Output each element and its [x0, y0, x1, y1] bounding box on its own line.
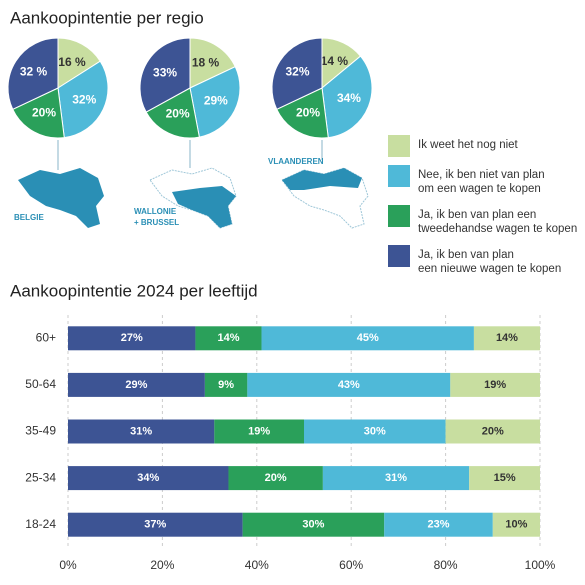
- slice-label: 32%: [285, 65, 309, 79]
- chart-title: Aankoopintentie per regio: [10, 8, 204, 27]
- slice-label: 34%: [337, 91, 361, 105]
- region-label: VLAANDEREN: [268, 157, 324, 166]
- bar-label: 43%: [338, 379, 360, 391]
- bar-label: 34%: [137, 472, 159, 484]
- slice-label: 33%: [153, 65, 177, 79]
- y-tick-label: 25-34: [25, 470, 56, 484]
- bar-label: 30%: [302, 519, 324, 531]
- bar-segment: [469, 466, 540, 491]
- legend-swatch: [388, 165, 410, 187]
- pie-slice: [145, 87, 200, 139]
- pie-slice: [7, 37, 59, 110]
- pie-slice: [189, 66, 241, 138]
- chart-title: Aankoopintentie 2024 per leeftijd: [10, 281, 258, 300]
- slice-label: 14 %: [321, 54, 349, 68]
- region-label: BELGIE: [14, 213, 44, 222]
- bar-label: 30%: [364, 425, 386, 437]
- bar-segment: [68, 419, 215, 444]
- pie-slice: [321, 55, 373, 139]
- x-tick-label: 80%: [434, 558, 458, 572]
- bar-label: 31%: [385, 472, 407, 484]
- bar-label: 31%: [130, 425, 152, 437]
- map-flanders: [282, 168, 362, 190]
- legend-label: Ja, ik ben van plan een nieuwe wagen te …: [418, 249, 562, 275]
- bar-label: 27%: [121, 332, 143, 344]
- slice-label: 29%: [204, 93, 228, 107]
- bar-segment: [473, 326, 540, 351]
- x-tick-label: 40%: [245, 558, 269, 572]
- bar-label: 19%: [248, 425, 270, 437]
- pie-slice: [57, 60, 109, 139]
- bar-segment: [445, 419, 540, 444]
- bar-label: 29%: [125, 379, 147, 391]
- bar-segment: [322, 466, 470, 491]
- x-tick-label: 20%: [150, 558, 174, 572]
- pie-slice: [12, 87, 65, 139]
- x-tick-label: 0%: [59, 558, 77, 572]
- bar-label: 14%: [217, 332, 239, 344]
- bar-segment: [450, 372, 540, 397]
- pie-slice: [271, 37, 323, 110]
- pie-slice: [139, 37, 191, 113]
- bar-segment: [68, 466, 229, 491]
- legend-label: Nee, ik ben niet van plan om een wagen t…: [418, 169, 545, 195]
- pie-slice: [189, 37, 236, 89]
- bar-segment: [492, 512, 540, 537]
- slice-label: 20%: [166, 106, 190, 120]
- map-wallonia: [172, 186, 236, 228]
- connectors: [57, 140, 323, 170]
- map-belgium: [18, 168, 104, 228]
- bar-label: 10%: [505, 519, 527, 531]
- y-tick-label: 50-64: [25, 377, 56, 391]
- legend-label: Ik weet het nog niet: [418, 139, 518, 151]
- region-label: WALLONIE: [134, 207, 177, 216]
- pie-slice: [276, 87, 329, 139]
- bar-segment: [261, 326, 474, 351]
- bar-segment: [68, 326, 196, 351]
- bar-segment: [242, 512, 385, 537]
- bar-segment: [195, 326, 262, 351]
- bar-segment: [68, 512, 243, 537]
- legend-swatch: [388, 135, 410, 157]
- bar-label: 37%: [144, 519, 166, 531]
- slice-label: 16 %: [58, 55, 86, 69]
- slice-label: 18 %: [192, 56, 220, 70]
- legend-swatch: [388, 245, 410, 267]
- bar-segment: [384, 512, 493, 537]
- bar-label: 14%: [496, 332, 518, 344]
- bar-label: 19%: [484, 379, 506, 391]
- bar-label: 20%: [482, 425, 504, 437]
- region-label: + BRUSSEL: [134, 218, 179, 227]
- y-tick-label: 60+: [36, 330, 56, 344]
- bar-segment: [304, 419, 446, 444]
- slice-label: 32 %: [20, 65, 48, 79]
- slice-label: 20%: [32, 106, 56, 120]
- legend-label: Ja, ik ben van plan een tweedehandse wag…: [418, 209, 578, 235]
- bar-segment: [228, 466, 323, 491]
- y-tick-label: 35-49: [25, 424, 56, 438]
- bar-label: 45%: [357, 332, 379, 344]
- bar-label: 15%: [494, 472, 516, 484]
- bar-label: 23%: [428, 519, 450, 531]
- bar-segment: [214, 419, 304, 444]
- pie-slice: [57, 37, 101, 89]
- x-tick-label: 100%: [525, 558, 556, 572]
- bar-label: 20%: [265, 472, 287, 484]
- bar-segment: [247, 372, 451, 397]
- slice-label: 32%: [72, 93, 96, 107]
- y-tick-label: 18-24: [25, 517, 56, 531]
- x-tick-label: 60%: [339, 558, 363, 572]
- bar-segment: [68, 372, 205, 397]
- legend-swatch: [388, 205, 410, 227]
- bar-segment: [204, 372, 248, 397]
- bar-label: 9%: [218, 379, 234, 391]
- slice-label: 20%: [296, 106, 320, 120]
